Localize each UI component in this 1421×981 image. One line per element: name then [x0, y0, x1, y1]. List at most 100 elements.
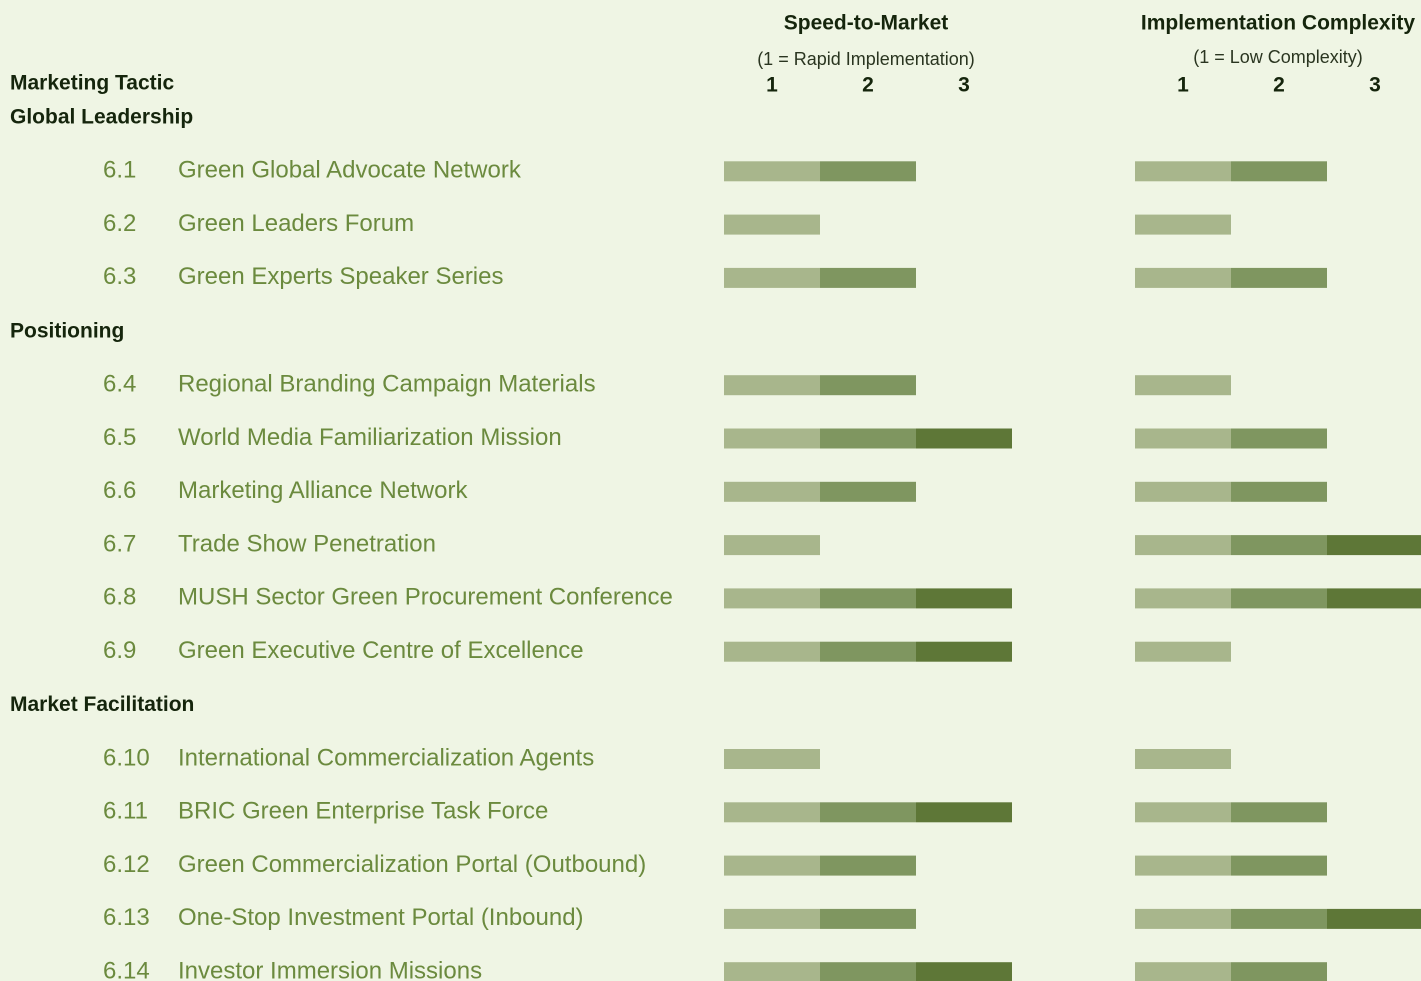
tactic-name: Green Executive Centre of Excellence [178, 637, 584, 664]
rating-bar-segment [1135, 908, 1231, 929]
rating-bar-segment [1135, 802, 1231, 823]
rating-bar-segment [1135, 481, 1231, 502]
rating-bar-segment [1135, 267, 1231, 288]
rating-bar-segment [1327, 908, 1421, 929]
rating-bar-segment [724, 962, 820, 981]
tactic-id: 6.1 [103, 157, 136, 184]
group-heading: Market Facilitation [10, 693, 194, 716]
scale-label: 3 [1369, 74, 1381, 97]
tactic-id: 6.9 [103, 637, 136, 664]
tactic-name: Green Leaders Forum [178, 210, 414, 237]
rating-bar-segment [1135, 962, 1231, 981]
scale-label: 2 [862, 74, 874, 97]
column-label: Marketing Tactic [10, 72, 174, 95]
tactic-name: BRIC Green Enterprise Task Force [178, 798, 548, 825]
scale-label: 1 [766, 74, 778, 97]
rating-bar-segment [1231, 428, 1327, 449]
tactic-id: 6.4 [103, 371, 136, 398]
rating-bar-segment [724, 802, 820, 823]
rating-bar-segment [724, 535, 820, 556]
rating-bar-segment [1231, 267, 1327, 288]
rating-bar-segment [820, 375, 916, 396]
tactic-id: 6.6 [103, 477, 136, 504]
rating-bar-segment [1231, 481, 1327, 502]
rating-bar-segment [916, 428, 1012, 449]
tactic-id: 6.10 [103, 744, 150, 771]
rating-bar-segment [820, 267, 916, 288]
rating-bar-segment [1231, 802, 1327, 823]
rating-bar-segment [916, 962, 1012, 981]
rating-bar-segment [820, 908, 916, 929]
rating-bar-segment [1135, 641, 1231, 662]
rating-bar-segment [916, 641, 1012, 662]
group-heading: Global Leadership [10, 106, 193, 129]
rating-bar-segment [724, 375, 820, 396]
rating-bar-segment [820, 161, 916, 182]
tactic-id: 6.5 [103, 424, 136, 451]
tactic-name: One-Stop Investment Portal (Inbound) [178, 904, 584, 931]
rating-bar-segment [1135, 161, 1231, 182]
scale-label: 2 [1273, 74, 1285, 97]
rating-bar-segment [724, 214, 820, 235]
tactic-name: Marketing Alliance Network [178, 477, 468, 504]
rating-bar-segment [1327, 588, 1421, 609]
rating-bar-segment [724, 428, 820, 449]
tactic-name: Green Experts Speaker Series [178, 263, 504, 290]
tactic-name: Trade Show Penetration [178, 530, 436, 557]
rating-bar-segment [820, 481, 916, 502]
rating-bar-segment [724, 908, 820, 929]
rating-bar-segment [1231, 161, 1327, 182]
rating-bar-segment [1231, 962, 1327, 981]
rating-bar-segment [1135, 535, 1231, 556]
group-heading: Positioning [10, 319, 124, 342]
column-subtitle: (1 = Low Complexity) [1193, 47, 1363, 67]
rating-bar-segment [820, 802, 916, 823]
tactic-name: Green Global Advocate Network [178, 157, 522, 184]
tactic-name: International Commercialization Agents [178, 744, 594, 771]
rating-bar-segment [1231, 535, 1327, 556]
rating-bar-segment [820, 855, 916, 876]
tactic-id: 6.2 [103, 210, 136, 237]
rating-bar-segment [1327, 535, 1421, 556]
rating-bar-segment [1135, 375, 1231, 396]
scale-label: 1 [1177, 74, 1189, 97]
tactic-id: 6.12 [103, 851, 150, 878]
rating-bar-segment [1231, 855, 1327, 876]
tactic-name: Regional Branding Campaign Materials [178, 371, 596, 398]
rating-bar-segment [820, 641, 916, 662]
rating-bar-segment [724, 161, 820, 182]
tactic-name: Investor Immersion Missions [178, 958, 482, 981]
rating-bar-segment [724, 588, 820, 609]
rating-bar-segment [724, 749, 820, 769]
rating-bar-segment [820, 962, 916, 981]
scale-label: 3 [958, 74, 970, 97]
column-title: Speed-to-Market [784, 12, 949, 35]
rating-bar-segment [1231, 908, 1327, 929]
tactic-id: 6.3 [103, 263, 136, 290]
rating-bar-segment [1135, 428, 1231, 449]
tactic-name: MUSH Sector Green Procurement Conference [178, 584, 673, 611]
rating-bar-segment [724, 641, 820, 662]
rating-bar-segment [724, 267, 820, 288]
tactic-id: 6.8 [103, 584, 136, 611]
tactic-id: 6.14 [103, 958, 150, 981]
rating-bar-segment [820, 428, 916, 449]
tactic-id: 6.13 [103, 904, 150, 931]
rating-bar-segment [916, 588, 1012, 609]
rating-bar-segment [724, 481, 820, 502]
rating-bar-segment [1135, 749, 1231, 769]
rating-bar-segment [724, 855, 820, 876]
rating-bar-segment [820, 588, 916, 609]
tactic-name: World Media Familiarization Mission [178, 424, 562, 451]
tactic-id: 6.7 [103, 530, 136, 557]
rating-bar-segment [916, 802, 1012, 823]
column-title: Implementation Complexity [1141, 12, 1416, 35]
tactic-id: 6.11 [103, 798, 148, 825]
column-subtitle: (1 = Rapid Implementation) [757, 49, 975, 69]
rating-bar-segment [1135, 855, 1231, 876]
rating-bar-segment [1231, 588, 1327, 609]
rating-bar-segment [1135, 214, 1231, 235]
rating-bar-segment [1135, 588, 1231, 609]
tactic-name: Green Commercialization Portal (Outbound… [178, 851, 646, 878]
